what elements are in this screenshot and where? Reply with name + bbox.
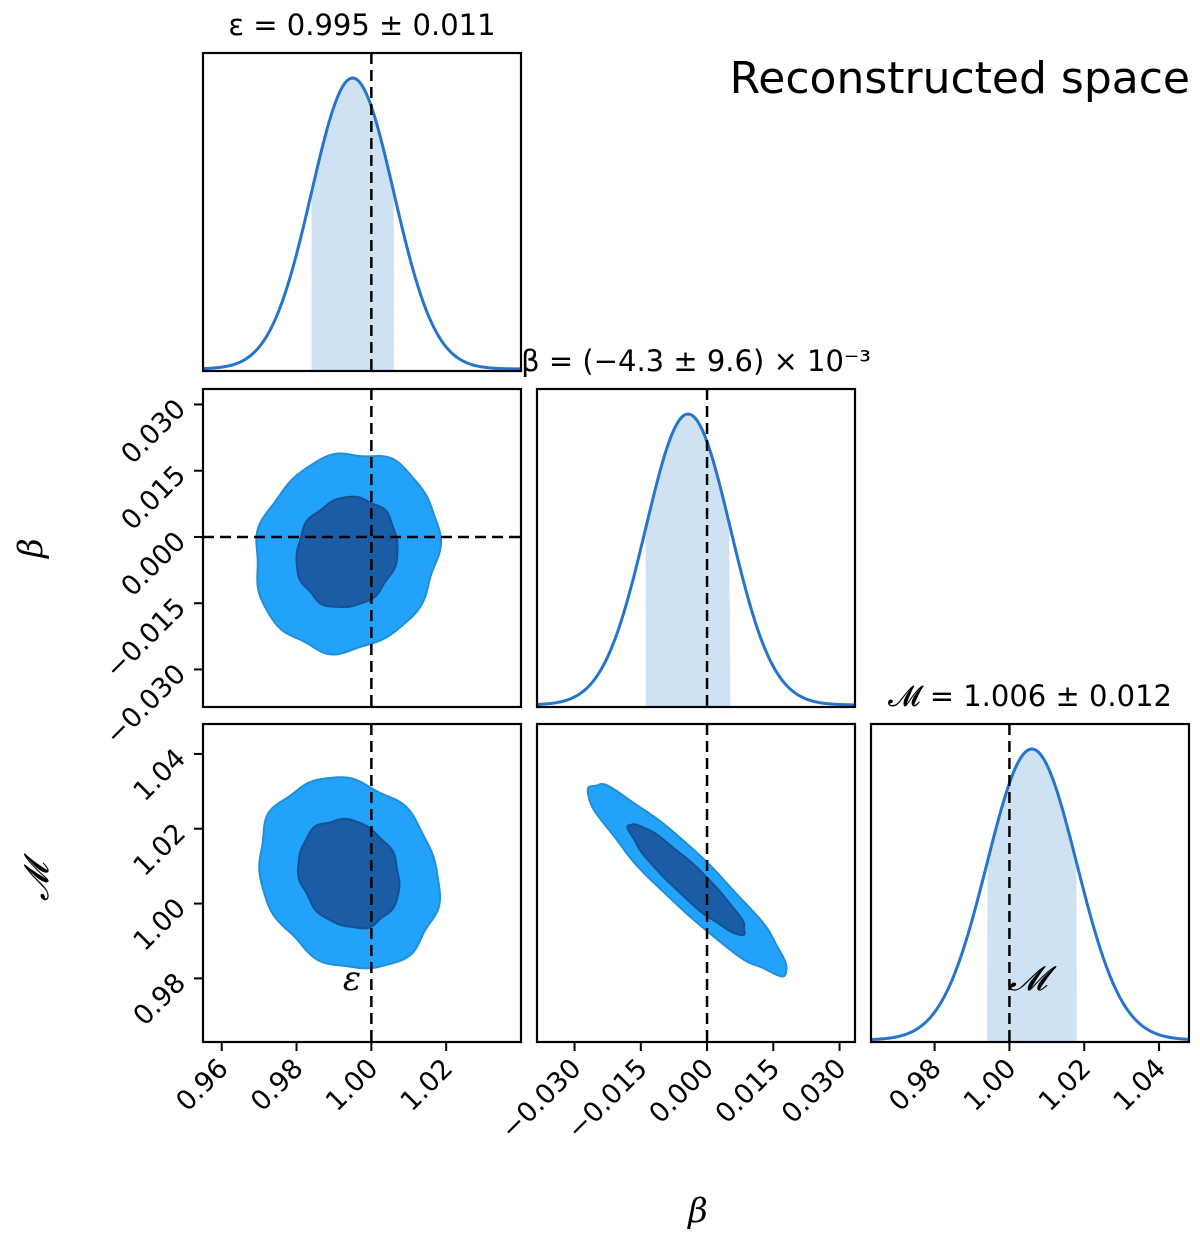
x-tick-label-M: 1.00 [958,1053,1022,1117]
marginal-M [871,724,1189,1042]
y-tick-label-M: 1.04 [128,743,192,807]
x-tick-label-epsilon: 0.98 [245,1053,309,1117]
panel-frame [201,722,523,1044]
y-tick-label-M: 1.00 [128,893,192,957]
panel-title-epsilon: ε = 0.995 ± 0.011 [228,8,495,42]
contour-68-epsilon-M [296,817,401,930]
contour-68-beta-M [626,823,746,937]
x-tick-label-beta: 0.030 [776,1053,853,1130]
x-tick-label-M: 1.04 [1108,1053,1172,1117]
contour-panel-epsilon-beta [203,389,521,707]
density-curve-beta [537,412,855,707]
x-tick-label-beta: 0.000 [643,1053,720,1130]
credible-band-epsilon [311,78,394,371]
contour-panel-beta-M [586,724,788,1042]
marginal-epsilon [203,53,521,371]
x-tick-label-M: 1.02 [1033,1053,1097,1117]
contour-panel-epsilon-M [258,724,442,1042]
panel-frame [535,722,857,1044]
panel-title-M: 𝓜 = 1.006 ± 0.012 [888,679,1172,713]
figure-title: Reconstructed space [730,53,1190,104]
credible-band-beta [645,414,731,707]
y-tick-label-beta: 0.000 [115,526,192,603]
marginal-beta [537,389,855,707]
panel-frame [535,387,857,709]
y-tick-label-M: 0.98 [128,967,192,1031]
x-tick-label-M: 0.98 [883,1053,947,1117]
panel-frame [869,722,1191,1044]
y-tick-label-M: 1.02 [128,818,192,882]
y-axis-label-M: 𝓜 [17,853,57,901]
panel-title-beta: β = (−4.3 ± 9.6) × 10⁻³ [521,344,871,378]
y-axis-label-beta: β [11,538,51,560]
x-tick-label-epsilon: 1.02 [395,1053,459,1117]
y-tick-label-beta: 0.015 [115,460,192,537]
x-tick-label-epsilon: 0.96 [170,1053,234,1117]
y-tick-label-beta: 0.030 [115,393,192,470]
x-axis-label-epsilon: ε [343,959,361,999]
density-curve-epsilon [203,76,521,371]
density-curve-M [871,747,1189,1042]
x-tick-label-beta: 0.015 [710,1053,787,1130]
x-axis-label-beta: β [686,1191,708,1231]
panel-frame [201,387,523,709]
x-tick-label-epsilon: 1.00 [320,1053,384,1117]
panel-frame [201,51,523,373]
